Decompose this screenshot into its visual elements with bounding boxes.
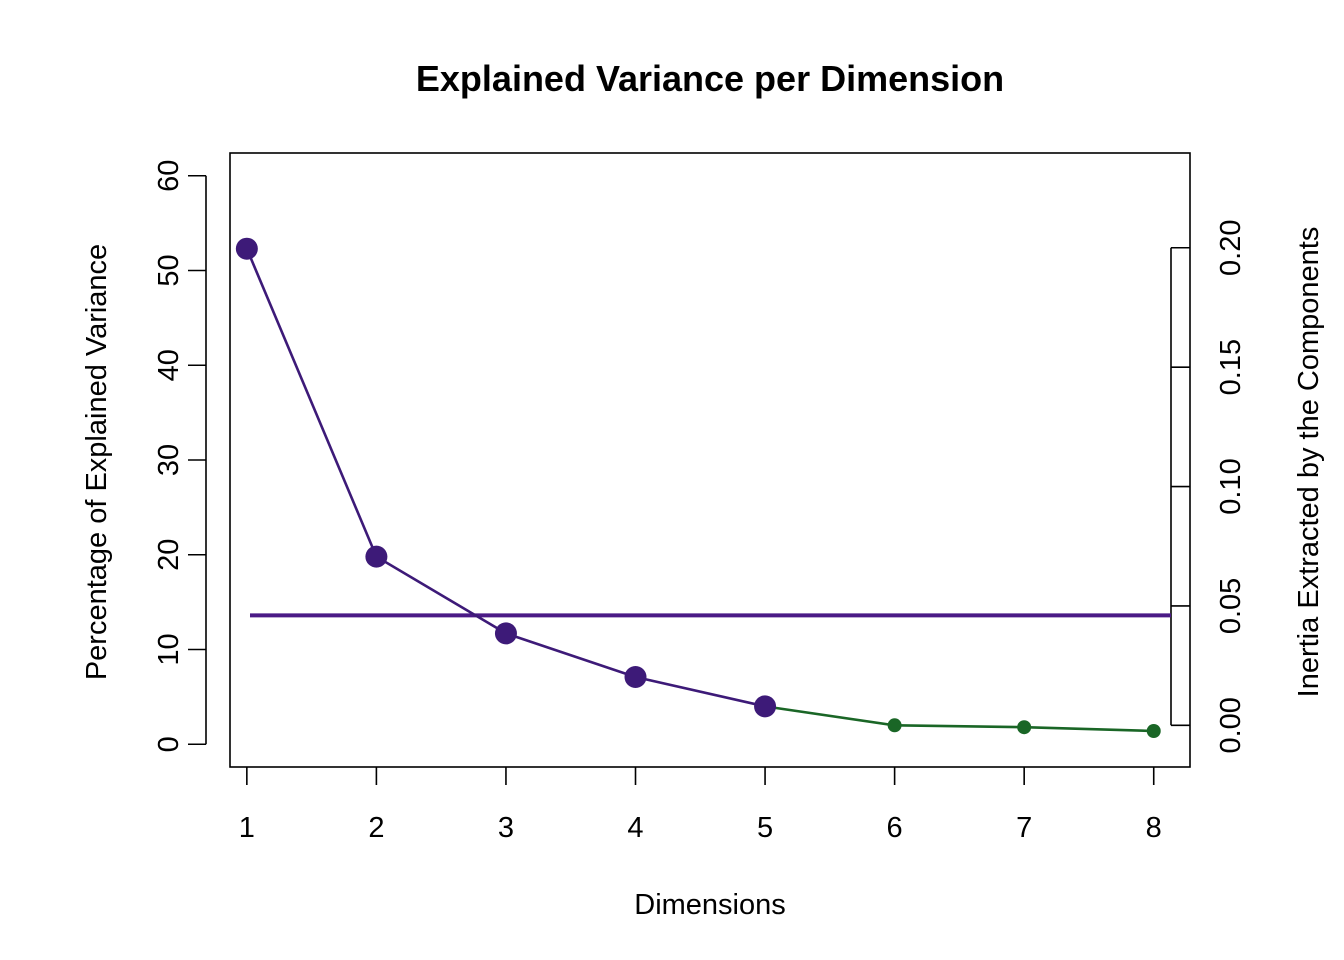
- y-tick-label: 50: [153, 254, 185, 286]
- y-right-axis: 0.00 0.05 0.10 0.15 0.20: [1171, 220, 1247, 754]
- data-point: [236, 238, 258, 260]
- y-tick-label: 20: [153, 539, 185, 571]
- series-segment: [376, 557, 506, 634]
- y-axis-label: Percentage of Explained Variance: [81, 244, 113, 680]
- series-segment: [895, 725, 1025, 727]
- data-point: [888, 718, 902, 732]
- y-right-axis-label: Inertia Extracted by the Components: [1293, 227, 1325, 698]
- y-tick-label: 0: [153, 736, 185, 752]
- x-tick-label: 1: [239, 812, 255, 844]
- x-axis-label: Dimensions: [634, 889, 786, 921]
- x-tick-label: 7: [1016, 812, 1032, 844]
- y-tick-label: 30: [153, 444, 185, 476]
- x-tick-label: 3: [498, 812, 514, 844]
- y-axis: 0 10 20 30 40 50 60: [153, 160, 206, 753]
- data-point: [495, 622, 517, 644]
- x-tick-label: 4: [627, 812, 643, 844]
- data-point: [625, 666, 647, 688]
- series-lines: [247, 249, 1154, 731]
- series-segment: [247, 249, 377, 557]
- y-tick-label: 60: [153, 160, 185, 192]
- y-tick-label: 10: [153, 633, 185, 665]
- series-segment: [1024, 727, 1154, 731]
- y-right-tick-label: 0.20: [1215, 220, 1247, 276]
- plot-frame: [230, 153, 1190, 767]
- x-tick-label: 5: [757, 812, 773, 844]
- y-tick-label: 40: [153, 349, 185, 381]
- data-point: [1017, 720, 1031, 734]
- x-tick-label: 8: [1146, 812, 1162, 844]
- x-tick-label: 6: [887, 812, 903, 844]
- y-right-tick-label: 0.05: [1215, 578, 1247, 634]
- data-point: [754, 695, 776, 717]
- x-axis: 1 2 3 4 5 6 7 8: [239, 767, 1162, 844]
- data-point: [1147, 724, 1161, 738]
- x-tick-label: 2: [368, 812, 384, 844]
- series-segment: [636, 677, 766, 706]
- y-right-tick-label: 0.15: [1215, 339, 1247, 395]
- y-right-tick-label: 0.00: [1215, 697, 1247, 753]
- data-point: [365, 546, 387, 568]
- y-right-tick-label: 0.10: [1215, 458, 1247, 514]
- series-segment: [765, 706, 895, 725]
- series-points: [236, 238, 1161, 738]
- series-segment: [506, 633, 636, 677]
- chart-title: Explained Variance per Dimension: [416, 58, 1004, 99]
